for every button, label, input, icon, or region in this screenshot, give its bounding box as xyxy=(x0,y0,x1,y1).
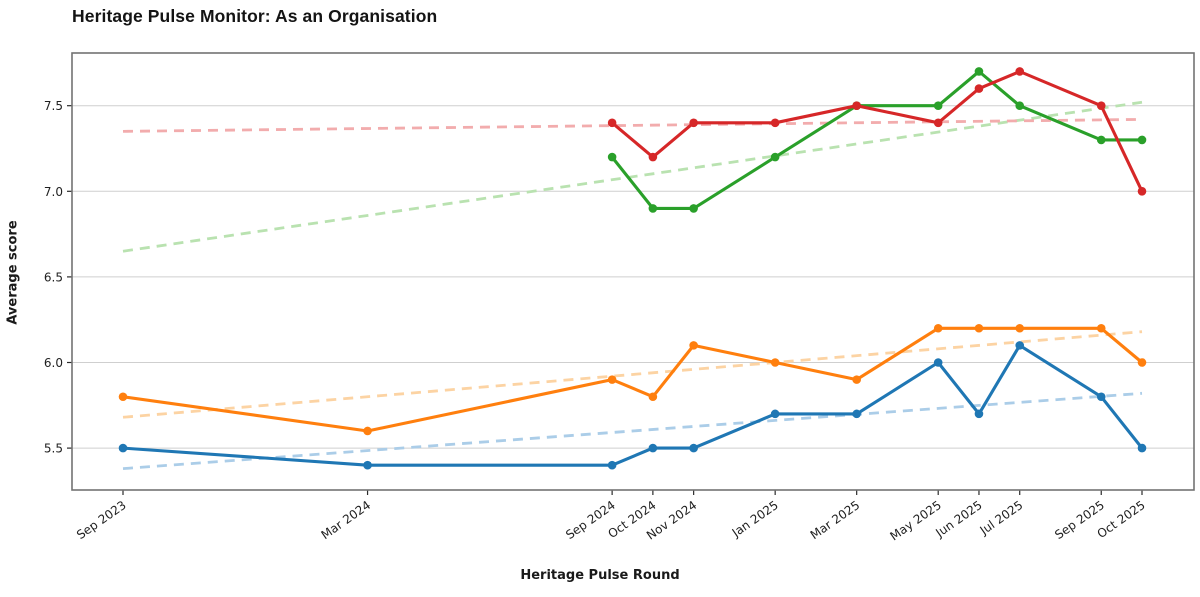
series-blue-point xyxy=(689,443,698,453)
x-tick-label: Sep 2023 xyxy=(74,498,129,542)
series-blue-point xyxy=(933,358,943,367)
series-orange-point xyxy=(607,375,617,384)
y-tick-label: 5.5 xyxy=(44,442,63,456)
series-blue-point xyxy=(852,409,861,419)
series-green-point xyxy=(933,101,943,110)
y-tick-label: 6.0 xyxy=(44,356,63,370)
chart-title: Heritage Pulse Monitor: As an Organisati… xyxy=(72,6,438,26)
series-orange-point xyxy=(852,375,861,384)
trend-orange-line xyxy=(122,330,1143,419)
series-red-point xyxy=(852,101,861,110)
series-orange-point xyxy=(1096,323,1106,333)
x-tick-label: Jul 2025 xyxy=(977,498,1026,538)
series-green-point xyxy=(607,152,617,162)
series-green-point xyxy=(1015,101,1025,110)
series-green-point xyxy=(648,204,658,213)
series-orange-point xyxy=(689,341,698,350)
series-orange-point xyxy=(118,392,128,402)
trend-green-line xyxy=(122,100,1143,253)
series-red-line xyxy=(610,69,1144,193)
series-green-point xyxy=(770,152,780,162)
plot-border xyxy=(71,52,1195,491)
series-blue-point xyxy=(1015,341,1025,350)
y-tick-label: 7.0 xyxy=(44,185,63,199)
series-green-line xyxy=(610,69,1144,210)
series-red-point xyxy=(689,118,698,128)
series-blue-point xyxy=(607,460,617,470)
series-red-point xyxy=(974,84,984,93)
series-blue-point xyxy=(363,460,372,470)
series-blue-point xyxy=(118,443,128,453)
x-tick-label: May 2025 xyxy=(887,498,944,543)
series-red-point xyxy=(1015,67,1025,76)
y-axis-label: Average score xyxy=(5,220,21,325)
x-tick-label: Mar 2025 xyxy=(808,498,863,542)
series-orange-point xyxy=(1137,358,1147,367)
series-blue-point xyxy=(1137,443,1147,453)
x-tick-label: Jan 2025 xyxy=(729,498,781,540)
series-red-point xyxy=(1137,187,1147,196)
series-red-point xyxy=(1096,101,1106,110)
y-tick-label: 6.5 xyxy=(44,270,63,284)
series-orange-point xyxy=(933,323,943,333)
x-axis-label: Heritage Pulse Round xyxy=(520,568,680,583)
series-green-point xyxy=(1137,135,1147,145)
series-green-point xyxy=(689,204,698,213)
series-red-point xyxy=(607,118,617,128)
series-green-point xyxy=(1096,135,1106,145)
series-blue-point xyxy=(770,409,780,419)
series-orange-point xyxy=(1015,323,1025,333)
series-orange-point xyxy=(770,358,780,367)
series-blue-point xyxy=(1096,392,1106,402)
series-orange-point xyxy=(974,323,984,333)
series-blue-point xyxy=(648,443,658,453)
y-tick-label: 7.5 xyxy=(44,99,63,113)
series-blue-point xyxy=(974,409,984,419)
x-tick-label: Mar 2024 xyxy=(319,498,374,542)
series-orange-point xyxy=(648,392,658,402)
series-red-point xyxy=(648,152,658,162)
series-orange-line xyxy=(121,326,1144,433)
series-orange-point xyxy=(363,426,372,436)
series-green-point xyxy=(974,67,984,76)
series-red-point xyxy=(933,118,943,128)
series-red-point xyxy=(770,118,780,128)
series-blue-line xyxy=(121,343,1144,467)
